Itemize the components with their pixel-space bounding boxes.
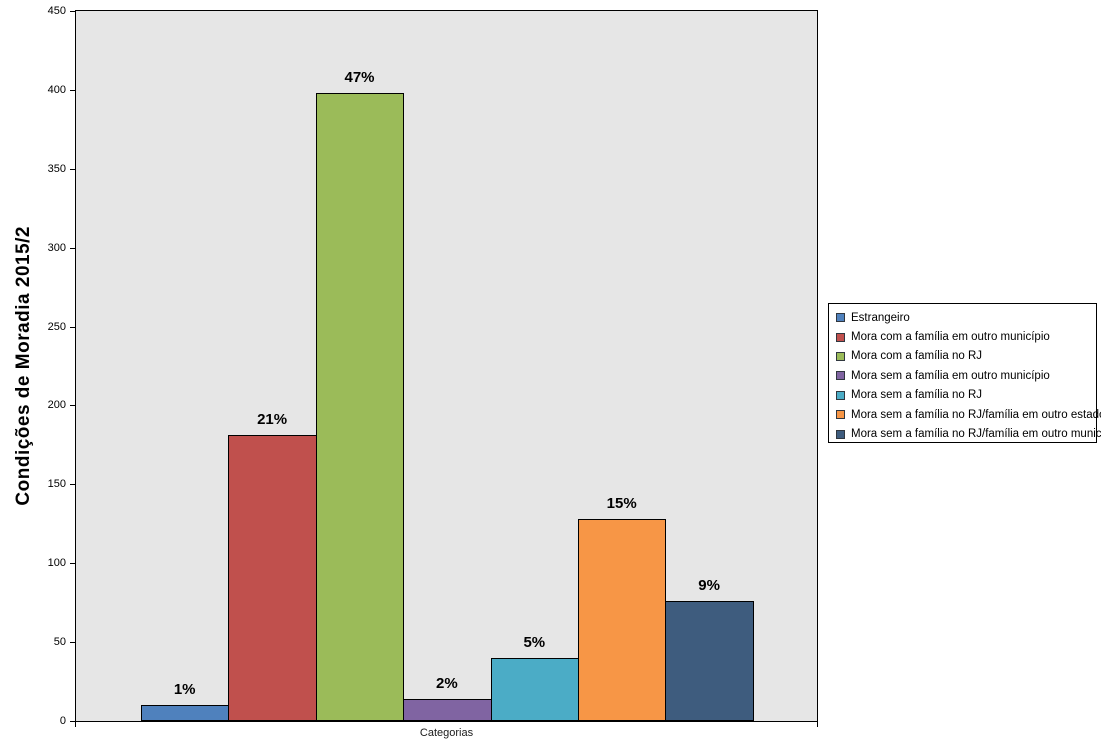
- bar-5: [578, 519, 667, 721]
- legend-swatch-icon: [836, 332, 845, 342]
- y-tick-label-250: 250: [47, 320, 66, 333]
- bar-4: [490, 657, 579, 721]
- y-tick-mark-150: [70, 484, 75, 486]
- y-tick-label-400: 400: [47, 83, 66, 96]
- y-tick-mark-50: [70, 642, 75, 644]
- bar-3: [403, 698, 492, 721]
- bar-data-label-4: 5%: [523, 633, 546, 651]
- legend-item-4: Mora sem a família no RJ: [836, 386, 1096, 405]
- legend-label: Mora sem a família no RJ/família em outr…: [851, 428, 1101, 441]
- y-tick-mark-450: [70, 11, 75, 12]
- legend-item-1: Mora com a família em outro município: [836, 327, 1096, 346]
- legend-swatch-icon: [836, 371, 845, 381]
- y-tick-label-200: 200: [47, 399, 66, 412]
- y-tick-mark-200: [70, 405, 75, 407]
- y-axis-title: Condições de Moradia 2015/2: [13, 226, 34, 506]
- y-tick-label-300: 300: [47, 241, 66, 254]
- bar-data-label-2: 47%: [344, 69, 375, 87]
- y-tick-mark-0: [70, 721, 75, 722]
- legend-label: Mora com a família no RJ: [851, 350, 983, 363]
- plot-area: 0 50 100 150 200 250 300 350 400 450 1% 21% 47% 2% 5%…: [48, 5, 818, 727]
- legend-label: Mora sem a família em outro município: [851, 369, 1050, 382]
- y-tick-mark-100: [70, 563, 75, 565]
- legend-label: Estrangeiro: [851, 311, 910, 324]
- y-axis-title-wrap: Condições de Moradia 2015/2: [6, 10, 42, 722]
- bar-1: [228, 435, 317, 721]
- y-tick-label-350: 350: [47, 162, 66, 175]
- bar-data-label-3: 2%: [436, 674, 458, 692]
- bar-data-label-1: 21%: [257, 411, 288, 429]
- bar-2: [315, 93, 405, 721]
- legend-item-3: Mora sem a família em outro município: [836, 366, 1096, 385]
- y-tick-label-150: 150: [47, 478, 66, 491]
- bar-data-label-5: 15%: [606, 495, 637, 513]
- legend-swatch-icon: [836, 313, 845, 323]
- legend-item-2: Mora com a família no RJ: [836, 347, 1096, 366]
- bar-data-label-6: 9%: [698, 577, 720, 595]
- legend-swatch-icon: [836, 390, 845, 400]
- legend: Estrangeiro Mora com a família em outro m…: [828, 303, 1101, 444]
- y-tick-mark-250: [70, 326, 75, 328]
- legend-item-0: Estrangeiro: [836, 308, 1096, 327]
- y-tick-label-0: 0: [59, 715, 66, 727]
- y-tick-mark-300: [70, 247, 75, 249]
- bar-data-label-0: 1%: [173, 681, 196, 699]
- legend-label: Mora sem a família no RJ/família em outr…: [851, 408, 1101, 421]
- legend-item-6: Mora sem a família no RJ/família em outr…: [836, 424, 1101, 443]
- y-tick-label-100: 100: [47, 557, 66, 570]
- legend-label: Mora com a família em outro município: [851, 331, 1050, 344]
- legend-items: Estrangeiro Mora com a família em outro m…: [836, 308, 1101, 444]
- y-tick-mark-350: [70, 168, 75, 170]
- legend-swatch-icon: [836, 429, 845, 439]
- legend-label: Mora sem a família no RJ: [851, 389, 983, 402]
- y-tick-mark-400: [70, 89, 75, 91]
- y-tick-label-50: 50: [53, 636, 66, 649]
- legend-item-5: Mora sem a família no RJ/família em outr…: [836, 405, 1101, 424]
- legend-swatch-icon: [836, 410, 845, 420]
- bar-6: [665, 601, 754, 721]
- legend-swatch-icon: [836, 351, 845, 361]
- bar-0: [141, 705, 230, 721]
- x-axis-title: Categorias: [419, 727, 474, 739]
- y-tick-label-450: 450: [47, 5, 66, 17]
